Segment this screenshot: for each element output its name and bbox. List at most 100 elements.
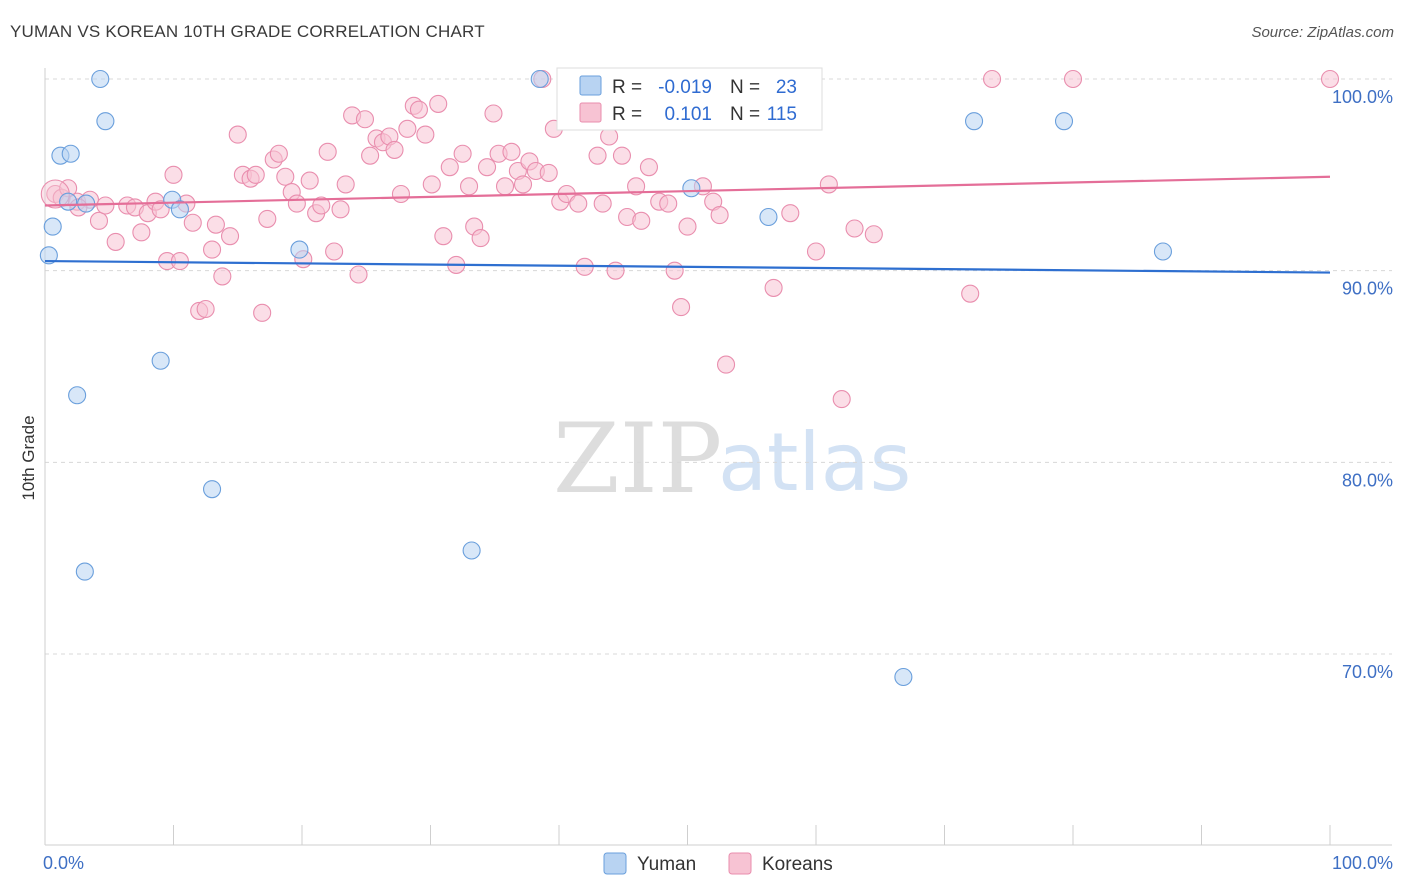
korean-point-102 bbox=[716, 355, 736, 374]
korean-point-107 bbox=[845, 219, 864, 238]
yuman-point-20 bbox=[1054, 112, 1074, 131]
axes bbox=[44, 68, 1392, 846]
x-tick-label-min: 0.0% bbox=[43, 853, 84, 873]
korean-point-44 bbox=[336, 175, 355, 194]
korean-point-68 bbox=[484, 104, 503, 123]
korean-point-96 bbox=[665, 261, 684, 280]
korean-point-104 bbox=[764, 278, 783, 297]
y-tick-label-70: 70.0% bbox=[1342, 662, 1393, 682]
legend-koreans-swatch bbox=[728, 852, 752, 875]
yuman-n-value: 23 bbox=[776, 77, 797, 98]
korean-point-42 bbox=[325, 242, 344, 261]
y-tick-labels: 70.0% 80.0% 90.0% 100.0% bbox=[1332, 87, 1393, 682]
yuman-point-12 bbox=[68, 386, 87, 405]
korean-point-111 bbox=[1063, 69, 1083, 89]
chart-title: YUMAN VS KOREAN 10TH GRADE CORRELATION C… bbox=[10, 22, 485, 41]
korean-point-17 bbox=[170, 252, 189, 271]
yuman-point-6 bbox=[91, 69, 110, 89]
korean-point-56 bbox=[409, 100, 428, 119]
yuman-point-1 bbox=[43, 217, 62, 236]
korean-point-41 bbox=[318, 142, 337, 161]
watermark: ZIP atlas bbox=[553, 403, 911, 515]
korean-point-98 bbox=[678, 217, 697, 236]
yuman-point-22 bbox=[894, 667, 913, 687]
yuman-point-19 bbox=[965, 112, 984, 131]
korean-point-92 bbox=[632, 211, 651, 230]
korean-point-52 bbox=[385, 140, 404, 159]
korean-point-31 bbox=[258, 209, 277, 228]
korean-point-47 bbox=[355, 110, 375, 129]
korean-point-38 bbox=[300, 171, 319, 190]
yuman-point-4 bbox=[59, 192, 78, 211]
korean-point-67 bbox=[477, 158, 497, 177]
series-legend: Yuman Koreans bbox=[603, 852, 833, 875]
korean-point-53 bbox=[391, 184, 410, 204]
korean-point-30 bbox=[253, 303, 272, 322]
korean-point-24 bbox=[213, 267, 232, 286]
yuman-point-10 bbox=[290, 240, 309, 259]
korean-point-95 bbox=[659, 194, 678, 213]
korean-point-16 bbox=[164, 165, 183, 184]
source-credit: Source: ZipAtlas.com bbox=[1251, 24, 1394, 41]
korean-point-8 bbox=[106, 232, 125, 251]
stats-legend: R = -0.019 N = 23 R = 0.101 N = 115 bbox=[556, 67, 823, 131]
y-tick-label-90: 90.0% bbox=[1342, 279, 1393, 299]
korean-point-82 bbox=[569, 194, 588, 213]
korean-point-112 bbox=[1320, 69, 1340, 89]
korean-point-22 bbox=[203, 240, 222, 259]
korean-point-26 bbox=[228, 125, 247, 144]
korean-point-11 bbox=[132, 223, 151, 242]
yuman-r-label: R = bbox=[612, 77, 642, 98]
yuman-point-3 bbox=[61, 144, 80, 163]
x-tick-labels: 0.0% 100.0% bbox=[43, 853, 1393, 873]
korean-point-58 bbox=[422, 175, 441, 194]
yuman-point-17 bbox=[682, 179, 701, 198]
yuman-point-13 bbox=[203, 480, 222, 499]
korean-point-105 bbox=[806, 242, 826, 261]
korean-point-70 bbox=[495, 177, 515, 196]
trend-lines bbox=[44, 175, 1331, 274]
x-tick-label-max: 100.0% bbox=[1332, 853, 1393, 873]
koreans-trend-line bbox=[44, 175, 1331, 207]
korean-point-48 bbox=[361, 146, 380, 165]
korean-point-21 bbox=[196, 299, 215, 319]
korean-point-110 bbox=[982, 69, 1002, 89]
yuman-trend-line bbox=[44, 259, 1331, 274]
yuman-point-21 bbox=[1153, 242, 1172, 261]
korean-point-23 bbox=[206, 215, 225, 234]
korean-point-61 bbox=[440, 158, 459, 177]
yuman-series bbox=[39, 69, 1172, 687]
yuman-point-11 bbox=[151, 351, 170, 370]
koreans-r-label: R = bbox=[612, 104, 642, 125]
korean-point-89 bbox=[612, 146, 632, 165]
korean-point-46 bbox=[349, 265, 368, 284]
korean-point-88 bbox=[606, 261, 625, 280]
korean-point-43 bbox=[331, 200, 350, 219]
korean-point-19 bbox=[183, 213, 202, 232]
korean-point-66 bbox=[471, 229, 490, 248]
koreans-r-value: 0.101 bbox=[664, 104, 712, 125]
korean-point-54 bbox=[398, 119, 417, 138]
yuman-point-18 bbox=[759, 207, 778, 227]
korean-point-25 bbox=[220, 227, 240, 246]
korean-point-114 bbox=[819, 175, 838, 194]
korean-point-40 bbox=[312, 196, 331, 215]
korean-point-106 bbox=[832, 390, 851, 409]
korean-point-91 bbox=[627, 177, 646, 196]
korean-point-33 bbox=[269, 144, 288, 163]
yuman-point-9 bbox=[170, 200, 189, 219]
korean-point-34 bbox=[276, 167, 295, 186]
y-tick-label-100: 100.0% bbox=[1332, 87, 1393, 107]
y-axis-title: 10th Grade bbox=[19, 415, 38, 500]
korean-point-113 bbox=[781, 204, 800, 223]
yuman-point-16 bbox=[530, 69, 549, 89]
koreans-swatch bbox=[579, 102, 602, 123]
yuman-swatch bbox=[579, 75, 602, 96]
korean-point-63 bbox=[453, 144, 472, 163]
korean-point-59 bbox=[429, 94, 448, 113]
korean-point-71 bbox=[502, 142, 521, 161]
korean-point-108 bbox=[864, 225, 883, 244]
korean-point-14 bbox=[151, 200, 170, 219]
legend-yuman-swatch bbox=[603, 852, 627, 875]
